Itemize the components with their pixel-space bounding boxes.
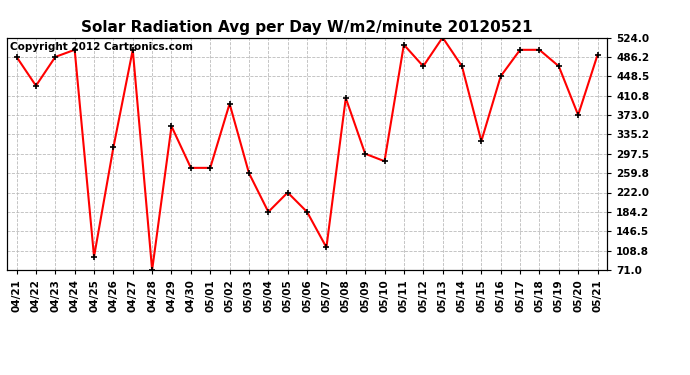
Title: Solar Radiation Avg per Day W/m2/minute 20120521: Solar Radiation Avg per Day W/m2/minute …: [81, 20, 533, 35]
Text: Copyright 2012 Cartronics.com: Copyright 2012 Cartronics.com: [10, 42, 193, 52]
